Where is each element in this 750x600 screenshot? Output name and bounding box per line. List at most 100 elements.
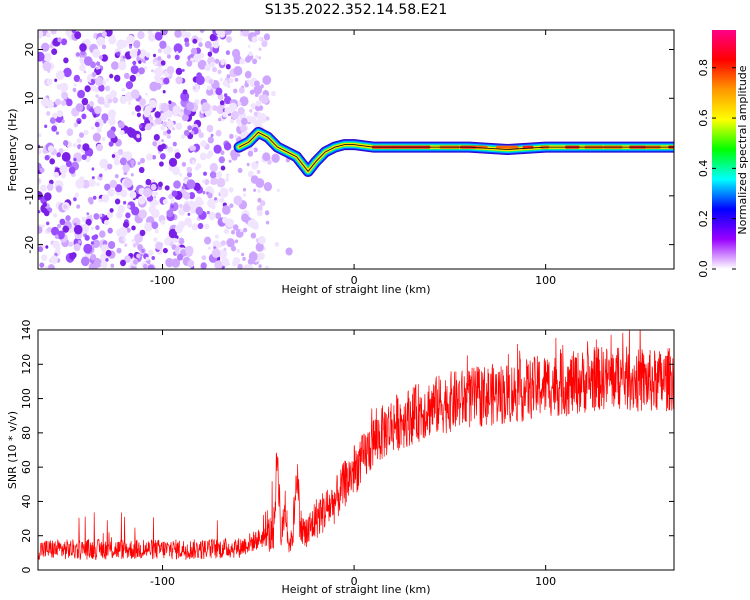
noise-blob bbox=[274, 241, 280, 247]
noise-blob bbox=[61, 119, 65, 124]
noise-blob bbox=[225, 173, 230, 178]
noise-blob bbox=[56, 110, 64, 118]
noise-blob bbox=[130, 173, 134, 177]
noise-blob bbox=[213, 144, 222, 154]
noise-blob bbox=[151, 208, 160, 219]
noise-blob bbox=[162, 199, 168, 205]
noise-blob bbox=[258, 105, 264, 111]
noise-blob bbox=[90, 78, 95, 83]
noise-blob bbox=[257, 210, 263, 217]
noise-blob bbox=[220, 150, 225, 156]
noise-blob bbox=[254, 93, 259, 97]
noise-blob bbox=[112, 97, 119, 104]
noise-blob bbox=[98, 84, 105, 92]
snr-background bbox=[38, 330, 674, 570]
noise-blob bbox=[69, 252, 76, 260]
noise-blob bbox=[168, 228, 178, 239]
noise-blob bbox=[138, 124, 143, 129]
noise-blob bbox=[148, 32, 156, 42]
noise-blob bbox=[56, 152, 61, 158]
noise-blob bbox=[144, 222, 153, 232]
noise-blob bbox=[267, 159, 272, 165]
noise-blob bbox=[209, 171, 217, 179]
noise-blob bbox=[265, 116, 270, 121]
spectrogram-x-tick-label: -100 bbox=[150, 274, 175, 287]
noise-blob bbox=[251, 36, 258, 43]
noise-blob bbox=[199, 200, 204, 205]
noise-blob bbox=[138, 209, 147, 219]
snr-frame bbox=[37, 329, 675, 571]
noise-blob bbox=[83, 70, 87, 74]
noise-blob bbox=[124, 255, 131, 263]
noise-blob bbox=[40, 184, 47, 192]
noise-blob bbox=[198, 37, 203, 43]
noise-blob bbox=[218, 156, 225, 164]
noise-blob bbox=[196, 75, 205, 86]
noise-blob bbox=[96, 127, 102, 133]
noise-blob bbox=[73, 222, 77, 226]
noise-blob bbox=[137, 30, 145, 40]
noise-blob bbox=[244, 70, 252, 79]
noise-blob bbox=[222, 80, 229, 87]
noise-blob bbox=[53, 171, 60, 178]
noise-blob bbox=[179, 204, 183, 208]
noise-blob bbox=[195, 206, 204, 216]
snr-y-tick-label: 120 bbox=[20, 354, 33, 375]
noise-blob bbox=[186, 60, 193, 67]
noise-blob bbox=[222, 216, 229, 224]
noise-blob bbox=[81, 154, 87, 161]
noise-blob bbox=[49, 117, 56, 124]
noise-blob bbox=[79, 43, 87, 52]
noise-blob bbox=[240, 117, 248, 126]
noise-blob bbox=[136, 112, 141, 118]
noise-blob bbox=[109, 208, 114, 213]
noise-blob bbox=[73, 157, 77, 162]
noise-blob bbox=[46, 100, 54, 109]
noise-blob bbox=[186, 179, 196, 190]
noise-blob bbox=[258, 47, 262, 51]
noise-blob bbox=[72, 143, 77, 148]
noise-blob bbox=[73, 83, 77, 87]
noise-blob bbox=[183, 129, 190, 136]
snr-x-tick-label: 100 bbox=[535, 575, 556, 588]
snr-x-tick-label: 0 bbox=[351, 575, 358, 588]
noise-blob bbox=[197, 59, 207, 70]
noise-blob bbox=[101, 137, 106, 142]
noise-blob bbox=[51, 125, 58, 132]
noise-blob bbox=[151, 256, 155, 260]
noise-blob bbox=[171, 258, 181, 268]
noise-blob bbox=[133, 40, 141, 49]
colorbar-tick-label: 0.8 bbox=[697, 59, 710, 77]
noise-blob bbox=[277, 188, 280, 193]
noise-blob bbox=[165, 257, 174, 268]
noise-blob bbox=[237, 263, 243, 269]
noise-blob bbox=[94, 105, 102, 115]
noise-blob bbox=[143, 66, 148, 70]
noise-blob bbox=[207, 192, 213, 199]
noise-blob bbox=[246, 264, 254, 269]
noise-blob bbox=[241, 30, 250, 37]
noise-blob bbox=[66, 128, 74, 136]
noise-blob bbox=[105, 249, 112, 257]
noise-blob bbox=[60, 38, 68, 46]
noise-blob bbox=[166, 209, 174, 218]
noise-blob bbox=[113, 158, 120, 166]
noise-blob bbox=[98, 198, 102, 203]
snr-y-label: SNR (10 * v/v) bbox=[6, 411, 19, 489]
noise-blob bbox=[96, 182, 100, 187]
figure-title: S135.2022.352.14.58.E21 bbox=[265, 2, 448, 18]
noise-blob bbox=[225, 177, 230, 182]
noise-blob bbox=[204, 236, 212, 245]
noise-blob bbox=[93, 258, 102, 268]
noise-blob bbox=[172, 141, 177, 147]
noise-blob bbox=[97, 96, 105, 105]
noise-blob bbox=[248, 51, 253, 57]
noise-blob bbox=[110, 263, 115, 268]
noise-blob bbox=[45, 266, 49, 269]
noise-blob bbox=[152, 141, 157, 147]
noise-blob bbox=[92, 132, 101, 142]
noise-blob bbox=[208, 79, 214, 85]
